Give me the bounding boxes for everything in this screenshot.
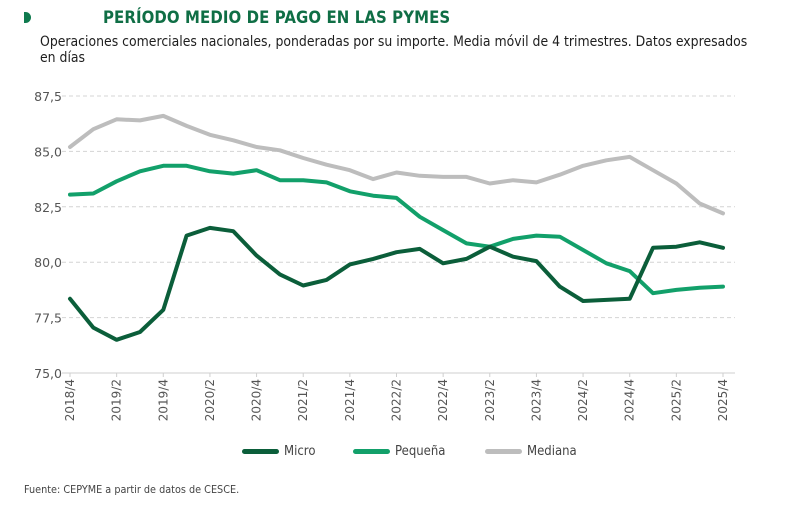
x-tick-label: 2023/2 bbox=[483, 379, 497, 421]
y-tick-label: 77,5 bbox=[34, 311, 62, 326]
y-tick-label: 75,0 bbox=[34, 366, 62, 381]
y-tick-label: 80,0 bbox=[34, 255, 62, 270]
chart-title: PERÍODO MEDIO DE PAGO EN LAS PYMES bbox=[103, 8, 451, 28]
x-tick-label: 2025/4 bbox=[716, 379, 730, 421]
x-tick-label: 2024/2 bbox=[576, 379, 590, 421]
y-axis: 75,0 77,5 80,0 82,5 85,0 87,5 bbox=[34, 89, 62, 381]
series-lines bbox=[68, 113, 725, 342]
series-line-micro bbox=[68, 225, 725, 342]
legend-item-mediana: Mediana bbox=[485, 444, 582, 459]
y-tick-label: 87,5 bbox=[34, 89, 62, 104]
x-tick-label: 2019/2 bbox=[110, 379, 124, 421]
legend-item-pequena: Pequeña bbox=[353, 444, 451, 459]
legend-label-micro: Micro bbox=[284, 444, 316, 459]
source-note: Fuente: CEPYME a partir de datos de CESC… bbox=[24, 483, 240, 496]
series-line-pequena bbox=[68, 163, 725, 296]
legend-label-mediana: Mediana bbox=[527, 444, 577, 459]
x-tick-label: 2023/4 bbox=[529, 379, 543, 421]
x-tick-label: 2021/4 bbox=[343, 379, 357, 421]
legend-item-micro: Micro bbox=[242, 444, 319, 459]
legend-swatch-mediana bbox=[485, 449, 523, 454]
legend: Micro Pequeña Mediana bbox=[242, 444, 616, 459]
legend-swatch-micro bbox=[242, 449, 279, 454]
series-line-mediana bbox=[68, 113, 725, 216]
x-tick-label: 2020/4 bbox=[250, 379, 264, 421]
x-tick-label: 2018/4 bbox=[63, 379, 77, 421]
y-tick-label: 85,0 bbox=[34, 144, 62, 159]
x-tick-label: 2025/2 bbox=[669, 379, 683, 421]
grid-lines bbox=[62, 95, 735, 319]
x-tick-label: 2021/2 bbox=[296, 379, 310, 421]
legend-label-pequena: Pequeña bbox=[395, 444, 446, 459]
line-chart: 75,077,580,082,585,087,5 2018/4 2019/2 201… bbox=[34, 89, 735, 421]
chart-subtitle: Operaciones comerciales nacionales, pond… bbox=[40, 34, 748, 66]
legend-swatch-pequena bbox=[353, 449, 390, 454]
x-tick-label: 2024/4 bbox=[623, 379, 637, 421]
title-bullet-icon bbox=[24, 12, 31, 23]
x-tick-label: 2019/4 bbox=[156, 379, 170, 421]
x-tick-label: 2022/4 bbox=[436, 379, 450, 421]
y-tick-label: 82,5 bbox=[34, 200, 62, 215]
x-tick-label: 2022/2 bbox=[390, 379, 404, 421]
x-tick-label: 2020/2 bbox=[203, 379, 217, 421]
x-axis: 2018/4 2019/2 2019/4 2020/2 2020/4 2021/2 2021… bbox=[62, 372, 735, 421]
